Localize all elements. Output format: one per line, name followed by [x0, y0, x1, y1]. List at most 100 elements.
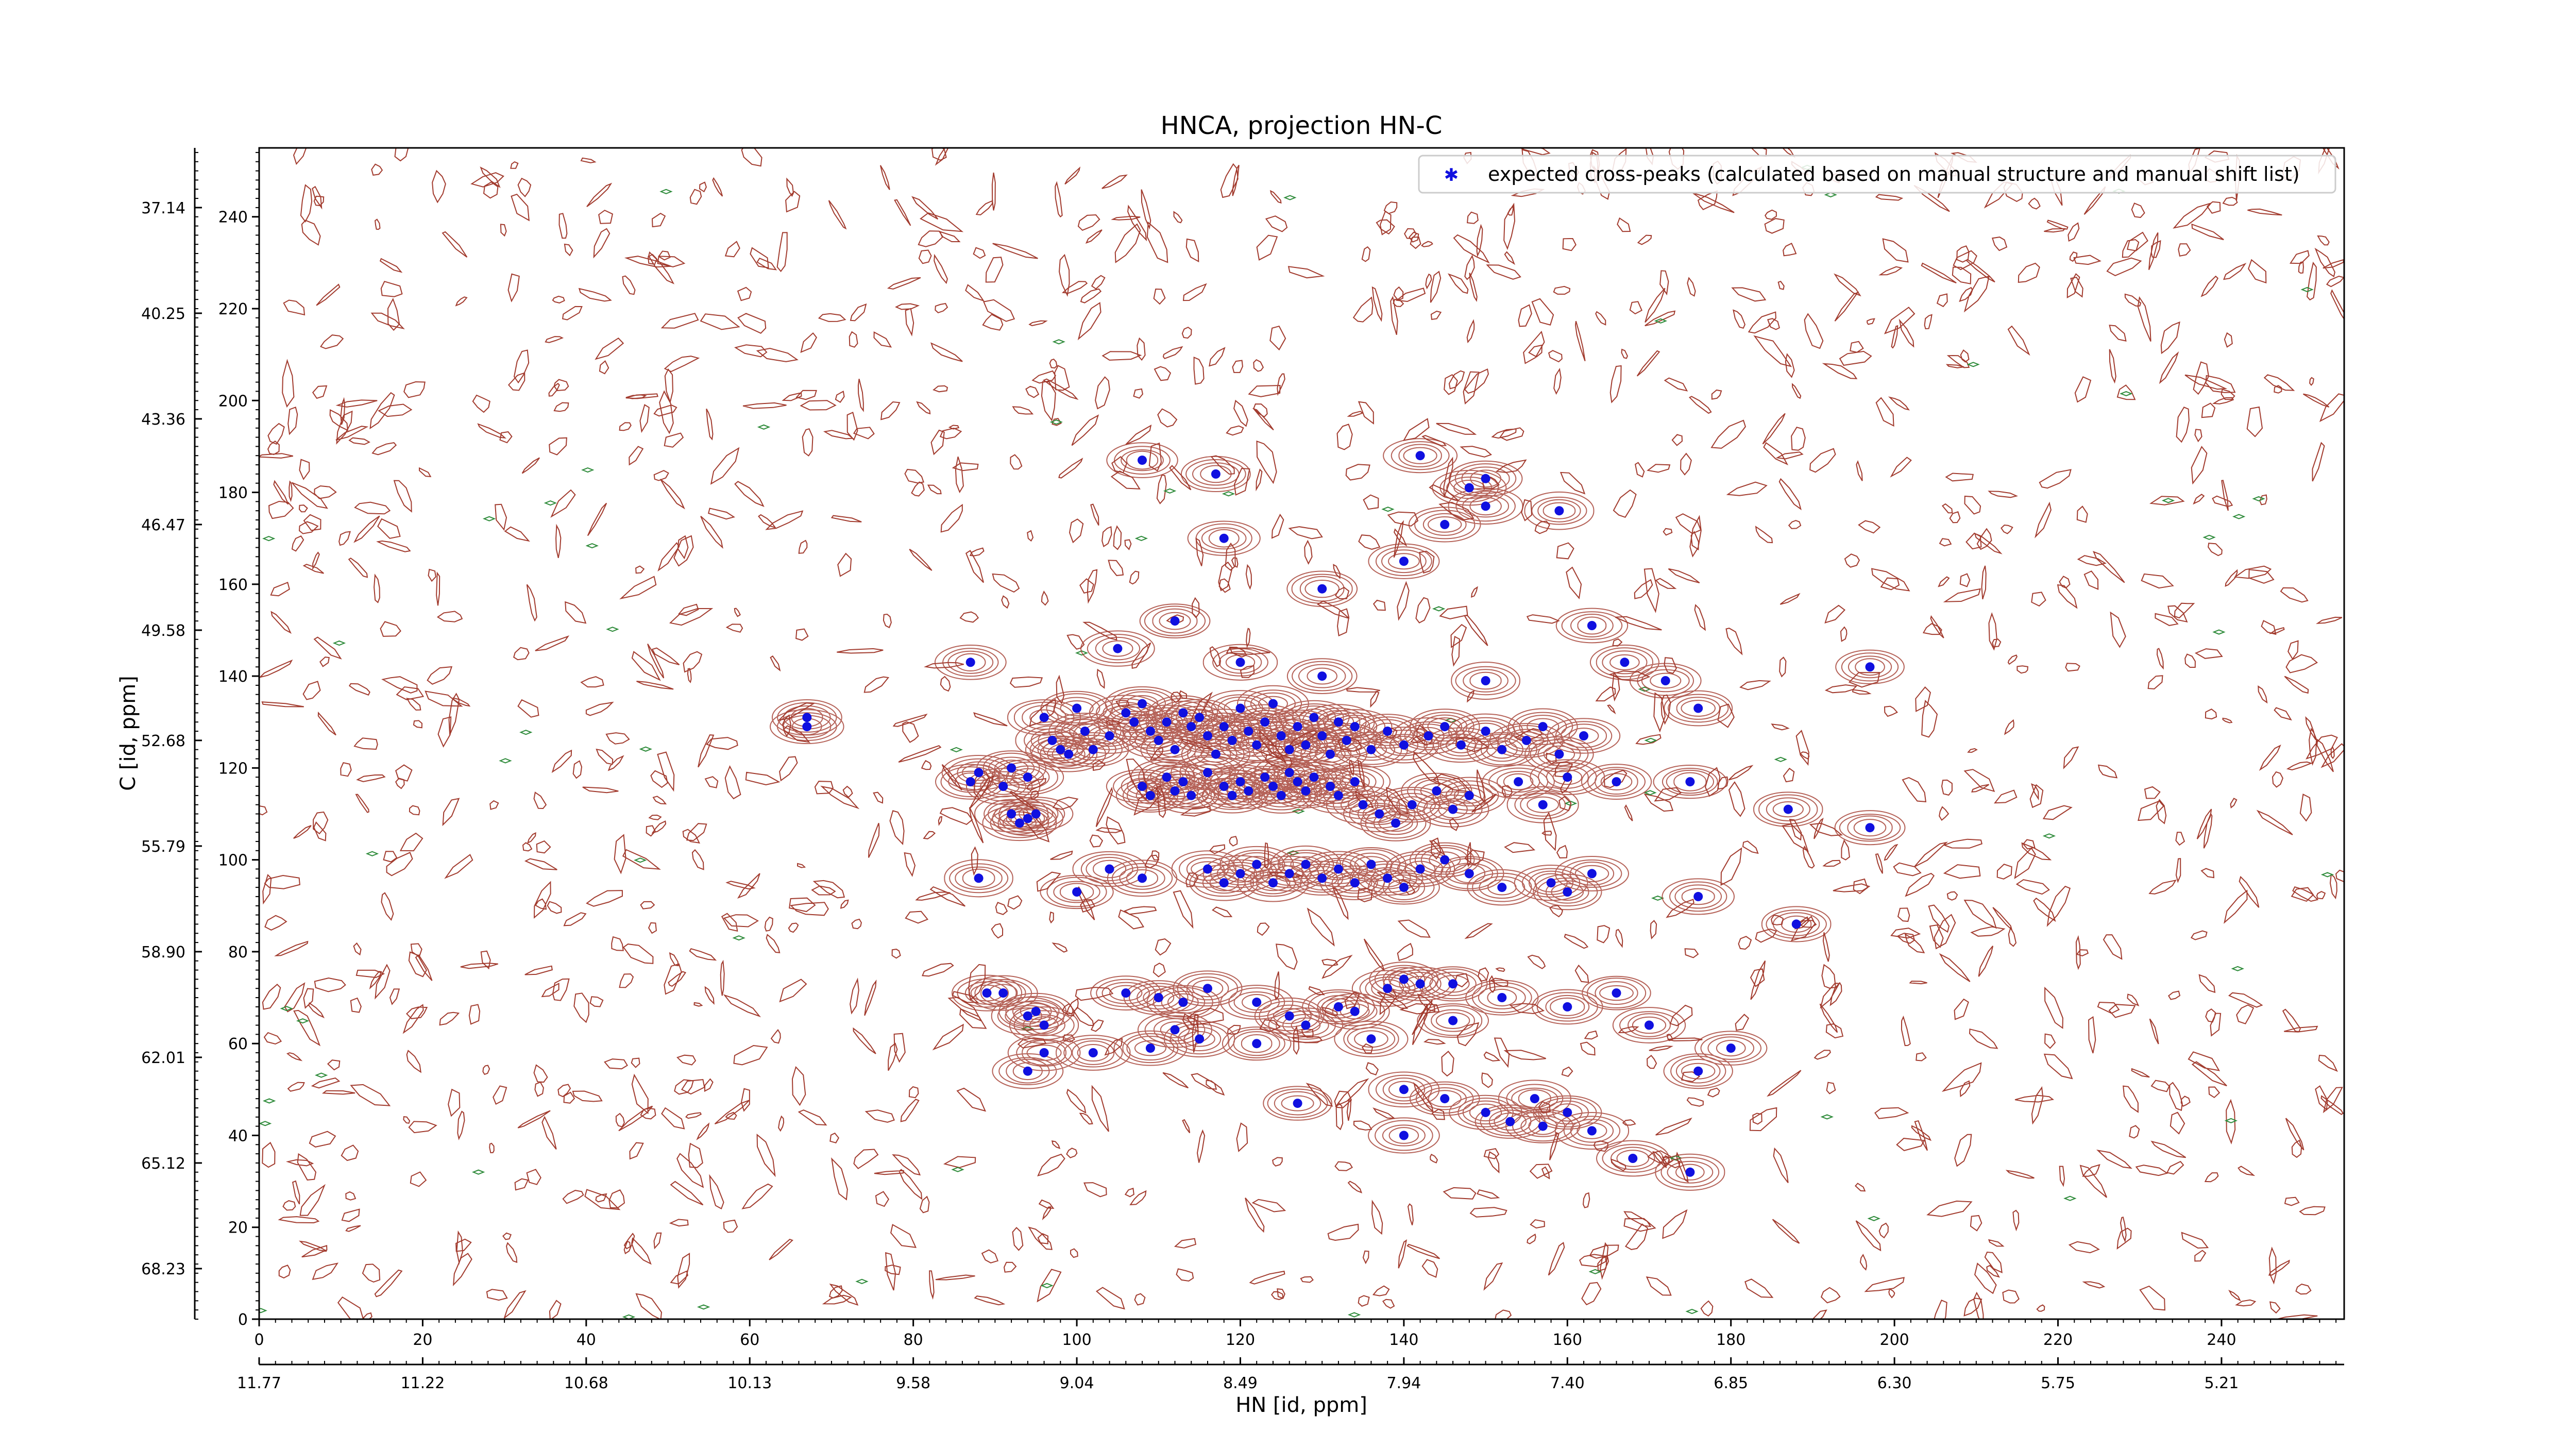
- peak-marker: [1375, 809, 1384, 819]
- legend-box: [1418, 155, 2336, 194]
- peak-marker: [1538, 722, 1548, 732]
- peak-marker: [974, 768, 984, 778]
- peak-marker: [1039, 1048, 1049, 1057]
- peak-marker: [1350, 1006, 1360, 1016]
- peak-marker: [1015, 818, 1024, 828]
- peak-marker: [1129, 717, 1139, 727]
- x-tick-label: 100: [1062, 1331, 1091, 1349]
- peak-marker: [1145, 1043, 1155, 1053]
- peak-marker: [1865, 823, 1875, 833]
- peak-marker: [1333, 790, 1343, 800]
- peak-marker: [1432, 786, 1442, 796]
- peak-marker: [1211, 469, 1221, 479]
- peak-marker: [1064, 749, 1074, 759]
- peak-marker: [1203, 984, 1212, 993]
- peak-marker: [1219, 878, 1229, 888]
- peak-marker: [1554, 506, 1564, 516]
- peak-marker: [1587, 869, 1597, 879]
- peak-marker: [1113, 644, 1123, 653]
- x-tick-label: 180: [1716, 1331, 1745, 1349]
- y-tick-label: 20: [228, 1219, 248, 1237]
- peak-marker: [1088, 1048, 1098, 1057]
- peak-marker: [1587, 621, 1597, 630]
- peak-marker: [1219, 782, 1229, 791]
- peak-marker: [1105, 864, 1114, 874]
- peak-marker: [1693, 703, 1703, 713]
- peak-marker: [1563, 887, 1572, 897]
- peak-marker: [1538, 800, 1548, 810]
- y-ppm-tick-label: 62.01: [141, 1049, 185, 1067]
- y-tick-label: 100: [218, 852, 248, 870]
- peak-marker: [1235, 703, 1245, 713]
- x-tick-label: 240: [2207, 1331, 2236, 1349]
- x-ppm-tick-label: 9.58: [896, 1374, 930, 1392]
- x-tick-label: 160: [1553, 1331, 1582, 1349]
- peak-marker: [1440, 519, 1450, 529]
- peak-marker: [1138, 456, 1147, 465]
- y-ppm-tick-label: 46.47: [141, 516, 185, 534]
- peak-marker: [1579, 731, 1588, 740]
- peak-marker: [1399, 557, 1409, 566]
- peak-marker: [1301, 786, 1311, 796]
- peak-marker: [802, 713, 812, 722]
- x-ppm-tick-label: 11.22: [400, 1374, 445, 1392]
- peak-marker: [1260, 772, 1270, 782]
- peak-marker: [1178, 998, 1188, 1007]
- peak-marker: [1162, 772, 1172, 782]
- peak-marker: [1023, 814, 1032, 823]
- peak-marker: [1685, 1167, 1695, 1177]
- y-tick-label: 0: [238, 1311, 248, 1329]
- peak-marker: [1219, 722, 1229, 732]
- x-axis: 0 20 40 60 80 100 120 140 160 180 200 220 240: [254, 1319, 2337, 1349]
- peak-marker: [1203, 731, 1212, 740]
- peak-marker: [1685, 777, 1695, 787]
- peak-marker: [1252, 998, 1262, 1007]
- peak-marker: [1563, 772, 1572, 782]
- peak-marker: [1415, 864, 1425, 874]
- peak-marker: [1284, 768, 1294, 778]
- peak-marker: [1464, 790, 1474, 800]
- peak-markers: [802, 451, 1875, 1177]
- x-tick-label: 0: [254, 1331, 264, 1349]
- peak-marker: [1317, 671, 1327, 681]
- peak-marker: [1333, 1002, 1343, 1012]
- peak-marker: [1276, 731, 1286, 740]
- peak-marker: [1587, 1126, 1597, 1136]
- peak-marker: [1170, 786, 1180, 796]
- peak-marker: [1333, 864, 1343, 874]
- peak-marker: [1350, 722, 1360, 732]
- peak-marker: [1268, 699, 1278, 709]
- peak-marker: [1440, 855, 1450, 865]
- peak-marker: [1023, 1066, 1032, 1076]
- peak-marker: [1309, 772, 1319, 782]
- x-ppm-tick-label: 9.04: [1060, 1374, 1094, 1392]
- peak-marker: [1039, 1020, 1049, 1030]
- peak-marker: [1415, 979, 1425, 989]
- peak-marker: [1138, 873, 1147, 883]
- peak-marker: [1260, 717, 1270, 727]
- peak-marker: [1276, 790, 1286, 800]
- peak-marker: [1047, 735, 1057, 745]
- peak-marker: [1203, 864, 1212, 874]
- legend-label: expected cross-peaks (calculated based o…: [1488, 163, 2300, 186]
- peak-marker: [1317, 584, 1327, 594]
- y-tick-label: 60: [228, 1035, 248, 1053]
- peak-marker: [1645, 1020, 1654, 1030]
- peak-marker: [1440, 722, 1450, 732]
- peak-marker: [1154, 993, 1163, 1002]
- peak-marker: [1546, 878, 1556, 888]
- negative-contours: [259, 164, 2334, 1319]
- peak-marker: [1080, 727, 1090, 736]
- peak-marker: [1072, 703, 1082, 713]
- peak-marker: [1456, 740, 1466, 750]
- peak-marker: [1448, 979, 1458, 989]
- peak-marker: [1521, 735, 1531, 745]
- x-ppm-tick-label: 11.77: [237, 1374, 281, 1392]
- peak-marker: [998, 782, 1008, 791]
- peak-marker: [1391, 818, 1400, 828]
- peak-marker: [1007, 809, 1016, 819]
- peak-marker: [1105, 731, 1114, 740]
- peak-marker: [1235, 869, 1245, 879]
- peak-marker: [1268, 782, 1278, 791]
- peak-marker: [1056, 745, 1065, 754]
